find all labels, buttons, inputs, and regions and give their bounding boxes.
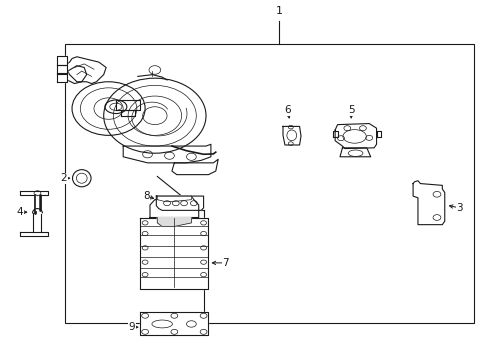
- Polygon shape: [156, 196, 203, 210]
- Polygon shape: [157, 217, 192, 226]
- Polygon shape: [150, 196, 199, 217]
- Polygon shape: [20, 191, 48, 195]
- Polygon shape: [57, 73, 67, 82]
- Polygon shape: [376, 131, 381, 137]
- Polygon shape: [340, 148, 371, 157]
- Polygon shape: [413, 181, 445, 225]
- Polygon shape: [140, 312, 208, 336]
- Polygon shape: [20, 232, 48, 236]
- Polygon shape: [172, 159, 218, 175]
- Polygon shape: [333, 131, 338, 137]
- Text: 4: 4: [17, 207, 23, 217]
- Text: 8: 8: [143, 191, 150, 201]
- Text: 2: 2: [60, 173, 67, 183]
- Polygon shape: [283, 126, 301, 145]
- Polygon shape: [57, 65, 67, 73]
- Bar: [65, 44, 474, 323]
- Polygon shape: [157, 196, 192, 202]
- Polygon shape: [116, 100, 140, 111]
- Text: 6: 6: [285, 105, 291, 115]
- Text: 5: 5: [348, 105, 355, 115]
- Text: 3: 3: [456, 203, 463, 213]
- Polygon shape: [140, 217, 208, 289]
- Text: 1: 1: [275, 6, 283, 17]
- Polygon shape: [65, 57, 106, 84]
- Text: 7: 7: [222, 258, 229, 268]
- Polygon shape: [123, 144, 211, 163]
- Polygon shape: [57, 56, 67, 64]
- Text: 9: 9: [129, 322, 135, 332]
- Polygon shape: [335, 123, 376, 149]
- Polygon shape: [121, 111, 135, 116]
